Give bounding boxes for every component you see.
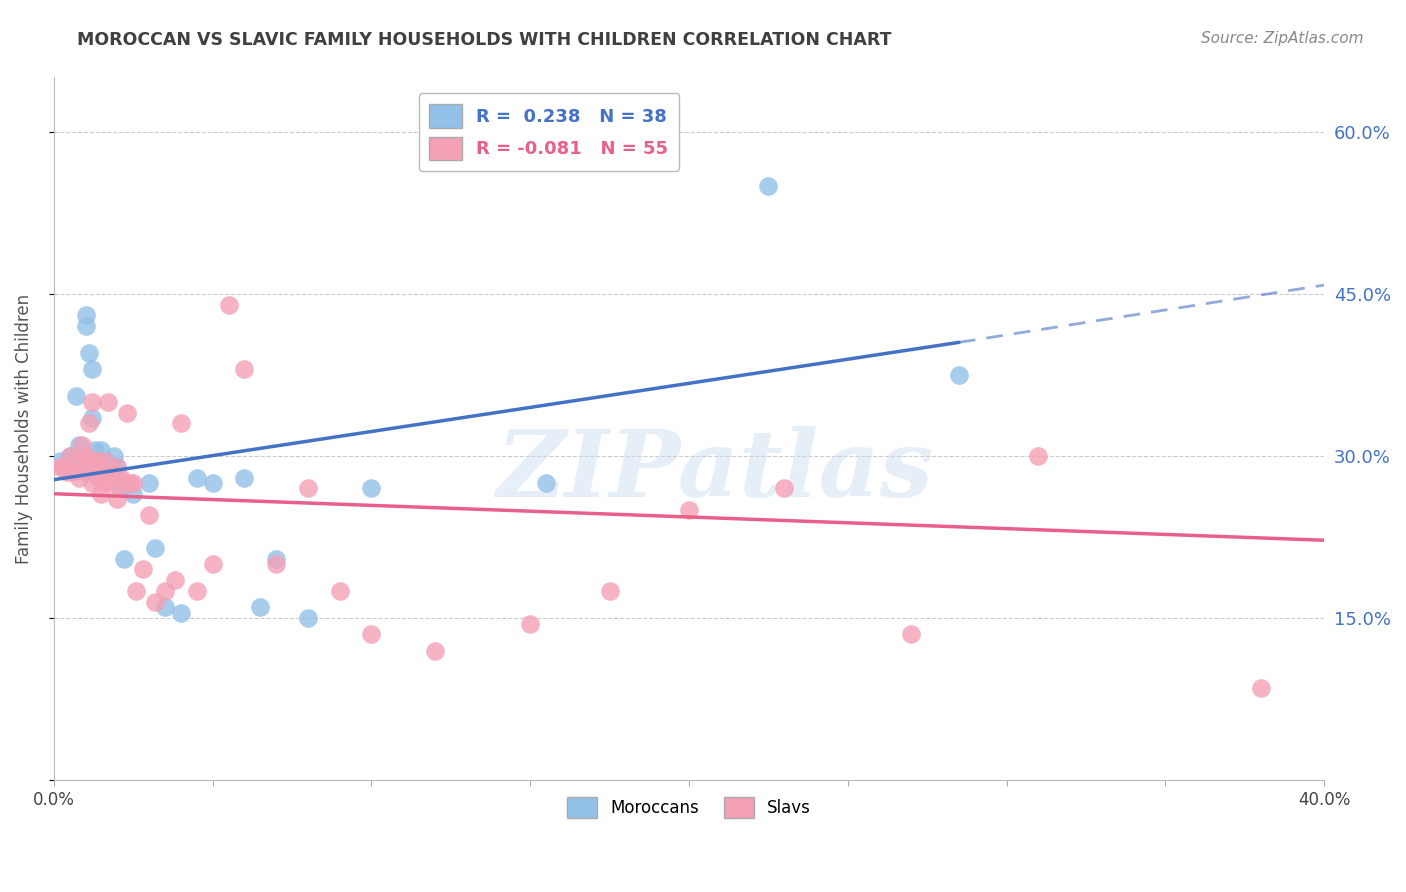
Point [153,584,176,599]
Point [75,309,97,323]
Point [72,454,94,468]
Point [84,454,107,468]
Point [201,557,224,571]
Point [105,492,128,507]
Point [105,459,128,474]
Point [87,454,110,468]
Point [100,459,122,474]
Point [80,411,103,425]
Point [93,465,115,479]
Point [329,584,352,599]
Point [360,627,382,641]
Point [201,475,224,490]
Point [67,470,90,484]
Point [67,438,90,452]
Point [900,627,922,641]
Point [103,475,125,490]
Point [1026,449,1049,463]
Point [80,475,103,490]
Point [90,459,112,474]
Point [233,362,256,376]
Point [138,475,160,490]
Point [948,368,970,382]
Point [97,394,120,409]
Point [87,470,110,484]
Point [170,606,193,620]
Point [186,470,208,484]
Point [93,454,115,468]
Point [233,470,256,484]
Point [75,449,97,463]
Point [132,562,155,576]
Point [55,465,77,479]
Y-axis label: Family Households with Children: Family Households with Children [15,293,32,564]
Legend: Moroccans, Slavs: Moroccans, Slavs [560,790,818,825]
Point [65,454,87,468]
Point [153,600,176,615]
Point [264,557,287,571]
Point [84,443,107,458]
Point [72,438,94,452]
Point [77,454,100,468]
Point [264,551,287,566]
Point [423,643,446,657]
Point [77,417,100,431]
Point [249,600,271,615]
Point [138,508,160,523]
Point [758,178,780,193]
Point [49,454,72,468]
Point [110,481,132,495]
Point [59,449,82,463]
Point [118,475,141,490]
Point [84,454,107,468]
Point [84,465,107,479]
Point [534,475,557,490]
Point [110,470,132,484]
Point [90,459,112,474]
Point [75,319,97,334]
Point [97,459,120,474]
Point [90,443,112,458]
Point [519,616,541,631]
Point [93,475,115,490]
Point [122,475,145,490]
Point [75,465,97,479]
Point [678,503,700,517]
Point [112,551,135,566]
Text: MOROCCAN VS SLAVIC FAMILY HOUSEHOLDS WITH CHILDREN CORRELATION CHART: MOROCCAN VS SLAVIC FAMILY HOUSEHOLDS WIT… [77,31,891,49]
Point [170,417,193,431]
Point [297,611,319,625]
Point [599,584,621,599]
Point [105,459,128,474]
Text: ZIPatlas: ZIPatlas [496,426,934,516]
Point [218,297,240,311]
Point [115,406,138,420]
Point [62,465,84,479]
Point [1250,681,1272,696]
Point [52,459,75,474]
Point [297,481,319,495]
Point [80,362,103,376]
Point [90,487,112,501]
Point [65,389,87,403]
Point [87,459,110,474]
Point [80,394,103,409]
Point [773,481,796,495]
Point [122,487,145,501]
Point [93,454,115,468]
Point [112,475,135,490]
Point [103,449,125,463]
Point [59,449,82,463]
Point [186,584,208,599]
Point [77,346,100,360]
Point [145,595,167,609]
Point [100,465,122,479]
Point [360,481,382,495]
Text: Source: ZipAtlas.com: Source: ZipAtlas.com [1201,31,1364,46]
Point [49,459,72,474]
Point [125,584,148,599]
Point [145,541,167,555]
Point [163,574,186,588]
